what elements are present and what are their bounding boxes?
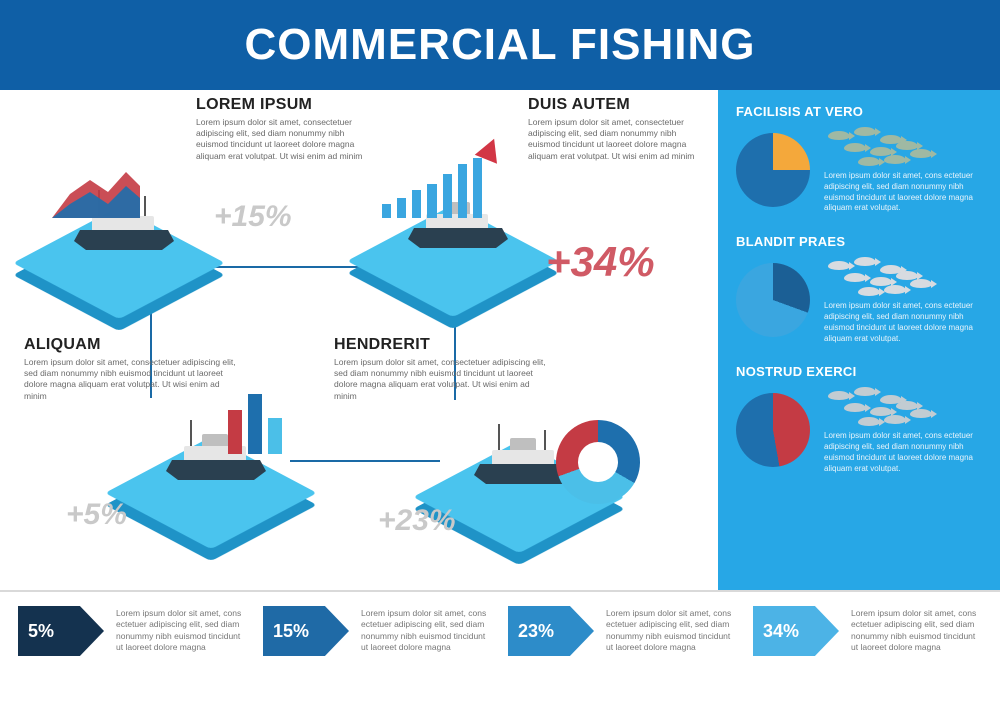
fish-icon	[854, 387, 876, 396]
bottom-block-2: 23% Lorem ipsum dolor sit amet, cons ecte…	[508, 606, 737, 656]
left-panel: LOREM IPSUM Lorem ipsum dolor sit amet, c…	[0, 90, 718, 590]
fish-icon	[844, 403, 866, 412]
connector-line	[290, 460, 440, 462]
fish-icon	[828, 391, 850, 400]
donut-chart	[556, 420, 640, 504]
arrow-badge: 15%	[263, 606, 349, 656]
pct-label-lorem: +15%	[214, 200, 292, 234]
area-chart	[52, 164, 142, 220]
fish-group	[824, 255, 986, 297]
fish-icon	[858, 287, 880, 296]
arrow-pct: 15%	[273, 621, 309, 642]
sidebar-item-title: BLANDIT PRAES	[736, 234, 986, 249]
pie-chart	[736, 393, 810, 467]
fish-icon	[884, 285, 906, 294]
tile-body: Lorem ipsum dolor sit amet, consectetuer…	[528, 117, 696, 162]
fish-icon	[884, 415, 906, 424]
tile-title: ALIQUAM	[24, 336, 244, 354]
pie-chart	[736, 263, 810, 337]
fish-icon	[844, 143, 866, 152]
tile-duis	[368, 156, 538, 276]
fish-icon	[910, 279, 932, 288]
tile-text-aliquam: ALIQUAM Lorem ipsum dolor sit amet, conse…	[24, 336, 244, 402]
fish-group	[824, 125, 986, 167]
fish-icon	[858, 417, 880, 426]
sidebar-item-body: Lorem ipsum dolor sit amet, cons ectetue…	[824, 171, 986, 214]
fish-icon	[884, 155, 906, 164]
bottom-arrow-row: 5% Lorem ipsum dolor sit amet, cons ectet…	[0, 590, 1000, 708]
fish-icon	[858, 157, 880, 166]
right-sidebar: FACILISIS AT VERO Lorem ipsum dolor sit …	[718, 90, 1000, 590]
tile-text-lorem: LOREM IPSUM Lorem ipsum dolor sit amet, c…	[196, 96, 364, 162]
tile-text-hendrerit: HENDRERIT Lorem ipsum dolor sit amet, con…	[334, 336, 554, 402]
arrow-badge: 5%	[18, 606, 104, 656]
fish-icon	[854, 127, 876, 136]
connector-line	[210, 266, 370, 268]
bottom-body: Lorem ipsum dolor sit amet, cons ectetue…	[116, 606, 247, 654]
arrow-pct: 34%	[763, 621, 799, 642]
tile-body: Lorem ipsum dolor sit amet, consectetuer…	[24, 357, 244, 402]
header-banner: COMMERCIAL FISHING	[0, 0, 1000, 90]
pct-label-aliquam: +5%	[66, 498, 127, 532]
bar-chart-growth	[382, 154, 482, 218]
fish-icon	[910, 149, 932, 158]
tile-lorem	[34, 158, 204, 278]
pct-label-hendrerit: +23%	[378, 504, 456, 538]
bottom-body: Lorem ipsum dolor sit amet, cons ectetue…	[361, 606, 492, 654]
fish-icon	[828, 131, 850, 140]
sidebar-item-1: BLANDIT PRAES Lorem ipsum dolor sit amet…	[736, 234, 986, 344]
tile-body: Lorem ipsum dolor sit amet, consectetuer…	[334, 357, 554, 402]
tile-title: LOREM IPSUM	[196, 96, 364, 114]
fish-icon	[870, 147, 892, 156]
sidebar-item-title: NOSTRUD EXERCI	[736, 364, 986, 379]
sidebar-item-0: FACILISIS AT VERO Lorem ipsum dolor sit …	[736, 104, 986, 214]
bottom-block-1: 15% Lorem ipsum dolor sit amet, cons ecte…	[263, 606, 492, 656]
fish-icon	[828, 261, 850, 270]
bottom-block-0: 5% Lorem ipsum dolor sit amet, cons ectet…	[18, 606, 247, 656]
fish-group	[824, 385, 986, 427]
sidebar-item-2: NOSTRUD EXERCI Lorem ipsum dolor sit ame…	[736, 364, 986, 474]
bottom-body: Lorem ipsum dolor sit amet, cons ectetue…	[851, 606, 982, 654]
arrow-badge: 23%	[508, 606, 594, 656]
pct-label-duis: +34%	[546, 238, 655, 286]
page-title: COMMERCIAL FISHING	[245, 20, 756, 70]
tile-body: Lorem ipsum dolor sit amet, consectetuer…	[196, 117, 364, 162]
sidebar-item-title: FACILISIS AT VERO	[736, 104, 986, 119]
arrow-badge: 34%	[753, 606, 839, 656]
main-area: LOREM IPSUM Lorem ipsum dolor sit amet, c…	[0, 90, 1000, 590]
fish-icon	[896, 141, 918, 150]
fish-icon	[910, 409, 932, 418]
arrow-pct: 5%	[28, 621, 54, 642]
fish-icon	[854, 257, 876, 266]
sidebar-item-body: Lorem ipsum dolor sit amet, cons ectetue…	[824, 301, 986, 344]
bottom-body: Lorem ipsum dolor sit amet, cons ectetue…	[606, 606, 737, 654]
tile-title: DUIS AUTEM	[528, 96, 696, 114]
tile-title: HENDRERIT	[334, 336, 554, 354]
fish-icon	[844, 273, 866, 282]
sidebar-item-body: Lorem ipsum dolor sit amet, cons ectetue…	[824, 431, 986, 474]
pie-chart	[736, 133, 810, 207]
tile-text-duis: DUIS AUTEM Lorem ipsum dolor sit amet, co…	[528, 96, 696, 162]
arrow-pct: 23%	[518, 621, 554, 642]
tile-aliquam	[126, 388, 296, 508]
tile-hendrerit	[434, 392, 604, 512]
bottom-block-3: 34% Lorem ipsum dolor sit amet, cons ecte…	[753, 606, 982, 656]
